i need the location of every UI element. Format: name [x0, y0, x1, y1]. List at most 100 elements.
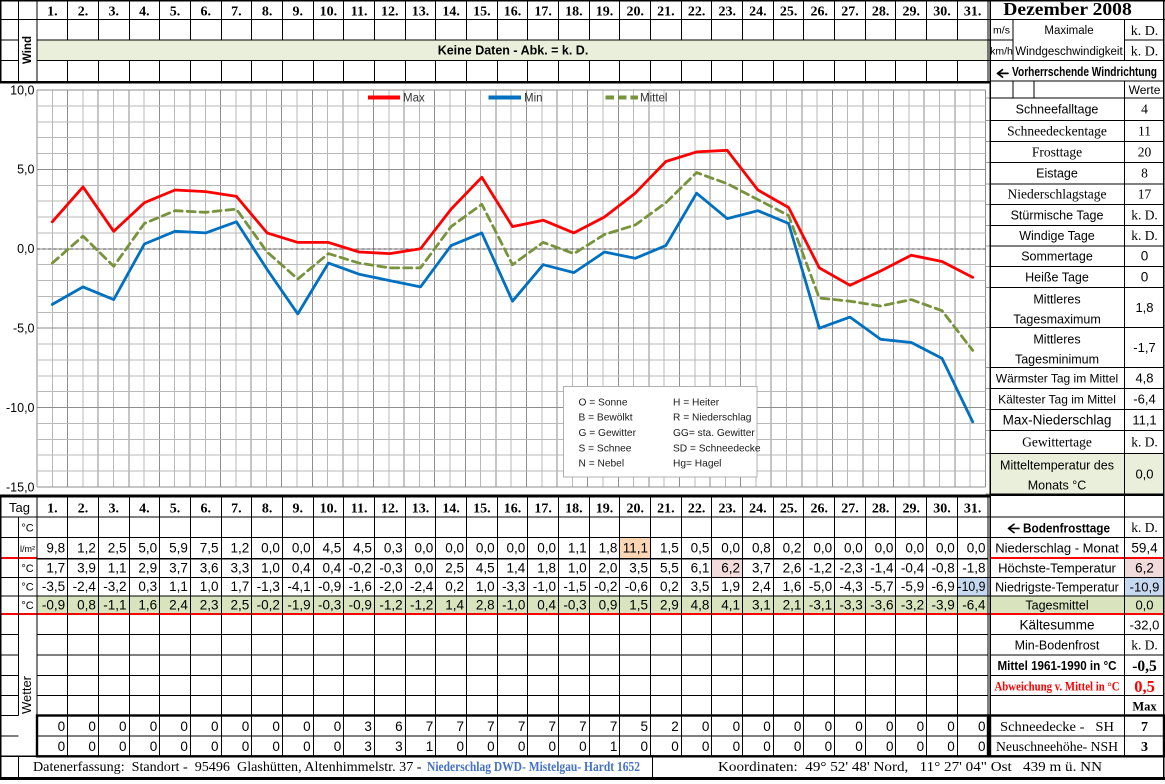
svg-text:Tagesmaximum: Tagesmaximum	[1013, 313, 1101, 327]
svg-text:1,6: 1,6	[138, 597, 157, 612]
svg-text:3: 3	[364, 739, 372, 754]
svg-text:-0,9: -0,9	[318, 579, 341, 594]
svg-text:-10,9: -10,9	[1130, 579, 1160, 594]
svg-text:1: 1	[426, 739, 434, 754]
svg-text:17.: 17.	[534, 501, 552, 516]
svg-text:0,0: 0,0	[905, 541, 924, 556]
svg-text:6,2: 6,2	[721, 560, 740, 575]
svg-text:Wärmster Tag im Mittel: Wärmster Tag im Mittel	[996, 372, 1118, 386]
svg-text:Niederschlag DWD- Mistelgau- H: Niederschlag DWD- Mistelgau- Hardt 1652	[427, 759, 640, 774]
svg-text:0: 0	[150, 739, 158, 754]
svg-text:2,1: 2,1	[783, 597, 802, 612]
svg-text:13.: 13.	[412, 501, 430, 516]
svg-text:0,4: 0,4	[537, 597, 556, 612]
svg-text:0: 0	[794, 719, 802, 734]
svg-text:25.: 25.	[780, 4, 798, 19]
svg-text:0,4: 0,4	[292, 560, 311, 575]
svg-text:0: 0	[58, 719, 66, 734]
svg-text:Abweichung v. Mittel in °C: Abweichung v. Mittel in °C	[995, 680, 1120, 694]
svg-text:m/s: m/s	[993, 25, 1010, 37]
svg-text:29.: 29.	[903, 501, 921, 516]
svg-text:1,7: 1,7	[46, 560, 65, 575]
svg-text:0: 0	[334, 739, 342, 754]
svg-text:7,5: 7,5	[200, 541, 219, 556]
svg-text:0,0: 0,0	[17, 242, 34, 256]
svg-text:-0,2: -0,2	[257, 597, 280, 612]
svg-text:21.: 21.	[657, 4, 675, 19]
svg-text:Sommertage: Sommertage	[1021, 250, 1093, 264]
svg-text:0: 0	[917, 739, 925, 754]
svg-text:8.: 8.	[262, 4, 273, 19]
svg-text:-1,2: -1,2	[809, 560, 832, 575]
svg-text:20.: 20.	[626, 4, 644, 19]
svg-text:1.: 1.	[47, 501, 58, 516]
svg-text:-0,9: -0,9	[42, 597, 65, 612]
svg-text:l/m²: l/m²	[20, 544, 35, 554]
svg-text:Schneedecke - SH: Schneedecke - SH	[1000, 720, 1114, 735]
svg-text:Windige Tage: Windige Tage	[1019, 229, 1095, 243]
svg-text:9.: 9.	[293, 4, 304, 19]
svg-text:1,2: 1,2	[77, 541, 96, 556]
svg-text:0: 0	[119, 739, 127, 754]
svg-text:12.: 12.	[381, 4, 399, 19]
svg-text:Min-Bodenfrost: Min-Bodenfrost	[1015, 639, 1100, 653]
svg-text:3: 3	[364, 719, 372, 734]
svg-text:6,2: 6,2	[1135, 560, 1154, 575]
svg-text:0: 0	[1141, 249, 1149, 264]
svg-text:Mittel 1961-1990 in °C: Mittel 1961-1990 in °C	[998, 659, 1117, 673]
svg-text:°C: °C	[21, 600, 33, 612]
svg-text:7: 7	[1141, 720, 1148, 735]
svg-text:28.: 28.	[872, 4, 890, 19]
svg-text:0,0: 0,0	[415, 560, 434, 575]
svg-text:Tag: Tag	[9, 500, 30, 515]
svg-text:6.: 6.	[200, 501, 211, 516]
svg-text:0,8: 0,8	[752, 541, 771, 556]
svg-text:0: 0	[150, 719, 158, 734]
svg-text:3.: 3.	[108, 501, 119, 516]
svg-text:3,1: 3,1	[752, 597, 771, 612]
svg-text:3,3: 3,3	[230, 560, 249, 575]
svg-text:30.: 30.	[933, 501, 951, 516]
svg-text:1,9: 1,9	[721, 579, 740, 594]
svg-text:0,2: 0,2	[660, 579, 679, 594]
svg-text:k. D.: k. D.	[1131, 520, 1158, 535]
svg-text:Eistage: Eistage	[1036, 167, 1078, 181]
svg-text:0,0: 0,0	[1135, 467, 1153, 482]
svg-text:k. D.: k. D.	[1131, 24, 1159, 39]
svg-text:-6,4: -6,4	[1133, 392, 1155, 407]
svg-text:1.: 1.	[47, 4, 58, 19]
svg-text:k. D.: k. D.	[1131, 45, 1159, 60]
svg-text:18.: 18.	[565, 501, 583, 516]
svg-text:0: 0	[947, 739, 955, 754]
svg-text:-3,5: -3,5	[42, 579, 65, 594]
svg-text:1,1: 1,1	[169, 579, 188, 594]
svg-text:0: 0	[518, 739, 526, 754]
svg-text:0,2: 0,2	[445, 579, 464, 594]
svg-text:3,5: 3,5	[691, 579, 710, 594]
svg-text:4.: 4.	[139, 4, 150, 19]
svg-text:1,0: 1,0	[261, 560, 280, 575]
svg-text:0: 0	[947, 719, 955, 734]
svg-text:Vorherrschende Windrichtung: Vorherrschende Windrichtung	[1012, 64, 1157, 79]
svg-text:Wetter: Wetter	[19, 675, 34, 714]
svg-text:4,1: 4,1	[721, 597, 740, 612]
svg-text:0: 0	[180, 739, 188, 754]
svg-text:0,0: 0,0	[967, 541, 986, 556]
svg-text:0: 0	[211, 719, 219, 734]
svg-text:O = Sonne: O = Sonne	[579, 397, 628, 408]
svg-text:2,9: 2,9	[660, 597, 679, 612]
svg-text:2,6: 2,6	[783, 560, 802, 575]
svg-text:-3,2: -3,2	[901, 597, 924, 612]
svg-text:B = Bewölkt: B = Bewölkt	[579, 413, 633, 424]
svg-text:-1,4: -1,4	[870, 560, 894, 575]
svg-text:1,0: 1,0	[476, 579, 495, 594]
svg-text:0,5: 0,5	[691, 541, 710, 556]
svg-text:Koordinaten: 49° 52' 48' Nord: Koordinaten: 49° 52' 48' Nord, 11° 27' 0…	[718, 759, 1102, 774]
svg-text:21.: 21.	[657, 501, 675, 516]
svg-text:-0,3: -0,3	[563, 597, 586, 612]
svg-text:27.: 27.	[841, 4, 859, 19]
svg-text:-0,2: -0,2	[349, 560, 372, 575]
svg-text:11.: 11.	[351, 4, 368, 19]
svg-text:-5,0: -5,0	[13, 322, 35, 336]
svg-text:26.: 26.	[811, 501, 829, 516]
